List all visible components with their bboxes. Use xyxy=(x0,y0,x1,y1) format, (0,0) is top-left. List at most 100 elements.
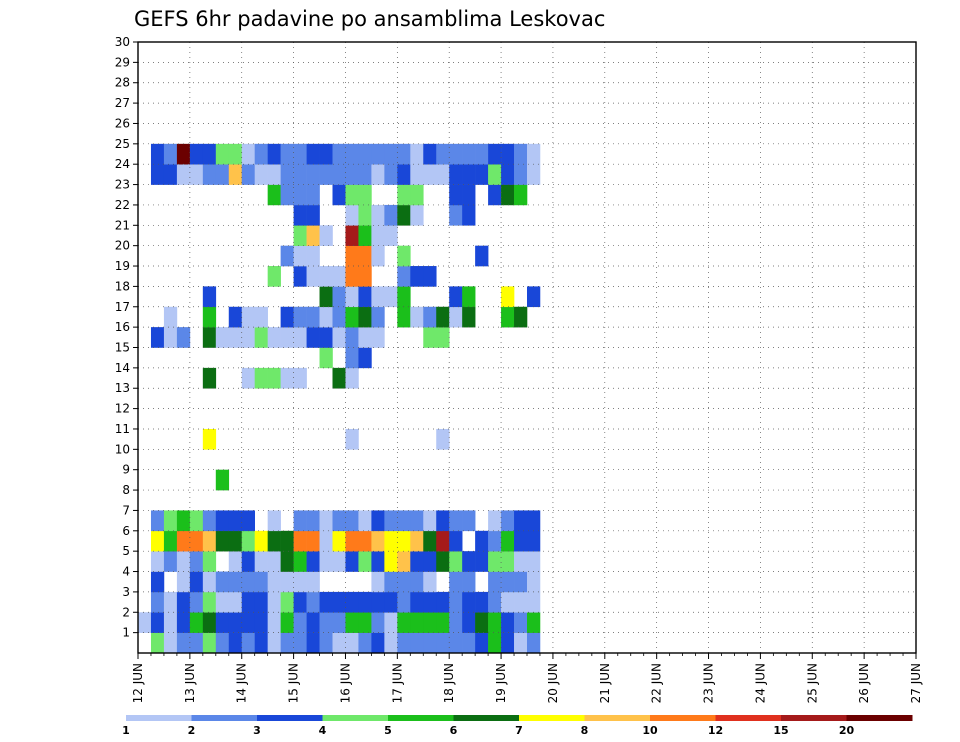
heatmap-cell xyxy=(501,571,515,593)
heatmap-cell xyxy=(189,164,204,185)
heatmap-cell xyxy=(319,306,333,328)
heatmap-cell xyxy=(436,510,450,532)
heatmap-cell xyxy=(267,510,281,532)
heatmap-cell xyxy=(306,571,320,593)
y-tick-label: 4 xyxy=(122,565,130,579)
heatmap-cell xyxy=(202,327,217,348)
heatmap-cell xyxy=(241,510,255,532)
heatmap-cell xyxy=(449,551,463,572)
heatmap-cell xyxy=(423,266,437,287)
heatmap-cell xyxy=(527,510,541,532)
heatmap-cell xyxy=(215,571,230,593)
heatmap-cell xyxy=(202,428,217,450)
heatmap-cell xyxy=(293,143,307,165)
legend-swatch xyxy=(126,715,192,721)
heatmap-cell xyxy=(280,612,294,633)
heatmap-cell xyxy=(241,143,255,165)
heatmap-cell xyxy=(163,612,178,633)
heatmap-cell xyxy=(358,266,372,287)
y-tick-label: 28 xyxy=(115,76,130,90)
heatmap-cell xyxy=(254,551,268,572)
y-tick-label: 24 xyxy=(115,157,130,171)
heatmap-cell xyxy=(423,510,437,532)
heatmap-cell xyxy=(345,632,359,654)
heatmap-cell xyxy=(384,591,398,613)
heatmap-cell xyxy=(202,164,217,185)
heatmap-cell xyxy=(462,164,476,185)
heatmap-cell xyxy=(449,306,463,328)
legend-swatch xyxy=(781,715,847,721)
heatmap-cell xyxy=(228,327,243,348)
legend-swatch xyxy=(388,715,454,721)
heatmap-cell xyxy=(306,530,320,552)
heatmap-cell xyxy=(358,327,372,348)
heatmap-cell xyxy=(293,204,307,226)
heatmap-cell xyxy=(371,143,385,165)
heatmap-cell xyxy=(306,632,320,654)
legend-swatch xyxy=(191,715,258,721)
heatmap-cell xyxy=(293,591,307,613)
heatmap-cell xyxy=(176,327,191,348)
heatmap-cell xyxy=(332,286,346,308)
heatmap-cell xyxy=(241,327,255,348)
heatmap-cell xyxy=(436,612,450,633)
heatmap-cell xyxy=(280,571,294,593)
heatmap-cell xyxy=(436,530,450,552)
heatmap-cell xyxy=(514,530,528,552)
heatmap-cell xyxy=(527,143,541,165)
heatmap-cell xyxy=(527,551,541,572)
heatmap-cell xyxy=(514,143,528,165)
heatmap-cell xyxy=(384,571,398,593)
heatmap-cell xyxy=(397,306,411,328)
heatmap-cell xyxy=(384,225,398,246)
heatmap-cell xyxy=(202,632,217,654)
heatmap-cell xyxy=(293,510,307,532)
heatmap-cell xyxy=(189,510,204,532)
heatmap-cell xyxy=(410,306,424,328)
y-tick-label: 26 xyxy=(115,116,130,130)
heatmap-cell xyxy=(410,164,424,185)
heatmap-cell xyxy=(332,306,346,328)
heatmap-cell xyxy=(423,164,437,185)
heatmap-cell xyxy=(345,225,359,246)
heatmap-cell xyxy=(397,286,411,308)
legend-swatch xyxy=(715,715,782,721)
heatmap-cell xyxy=(332,184,346,206)
legend-label: 1 xyxy=(122,724,130,737)
heatmap-cell xyxy=(501,591,515,613)
heatmap-cell xyxy=(449,571,463,593)
legend-label: 6 xyxy=(450,724,458,737)
heatmap-cell xyxy=(306,225,320,246)
heatmap-cell xyxy=(371,204,385,226)
heatmap-cell xyxy=(306,143,320,165)
heatmap-cell xyxy=(423,591,437,613)
heatmap-cell xyxy=(462,551,476,572)
heatmap-cell xyxy=(163,551,178,572)
heatmap-cell xyxy=(176,632,191,654)
heatmap-cell xyxy=(319,347,333,369)
heatmap-cell xyxy=(332,612,346,633)
heatmap-cell xyxy=(449,591,463,613)
heatmap-cell xyxy=(345,327,359,348)
heatmap-cell xyxy=(345,184,359,206)
x-tick-label: 15 JUN xyxy=(287,663,301,703)
heatmap-cell xyxy=(163,530,178,552)
heatmap-cell xyxy=(215,327,230,348)
heatmap-cell xyxy=(254,164,268,185)
heatmap-cell xyxy=(150,571,165,593)
heatmap-cell xyxy=(215,143,230,165)
heatmap-cell xyxy=(384,510,398,532)
heatmap-cell xyxy=(384,632,398,654)
heatmap-cell xyxy=(306,245,320,267)
heatmap-cell xyxy=(371,306,385,328)
y-tick-label: 3 xyxy=(122,585,130,599)
heatmap-cell xyxy=(475,612,489,633)
legend-swatch xyxy=(650,715,716,721)
heatmap-cell xyxy=(384,143,398,165)
heatmap-cell xyxy=(345,591,359,613)
heatmap-cell xyxy=(410,571,424,593)
y-tick-label: 6 xyxy=(122,524,130,538)
heatmap-cell xyxy=(410,530,424,552)
heatmap-cell xyxy=(319,510,333,532)
heatmap-cell xyxy=(358,347,372,369)
